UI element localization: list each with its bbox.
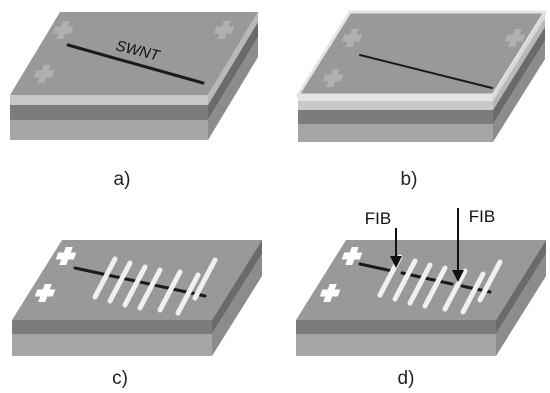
substrate-side-dark-b xyxy=(493,27,545,124)
substrate-front-bottom-b xyxy=(298,124,493,142)
substrate-side-bottom-b xyxy=(493,41,545,142)
panel-label-b: b) xyxy=(401,169,418,190)
substrate-front-light-a xyxy=(10,95,208,105)
fib-arrow-2 xyxy=(452,208,464,282)
nanotube-line xyxy=(66,43,205,85)
substrate-front-dark-a xyxy=(10,105,208,120)
substrate-front-dark-b xyxy=(298,110,493,124)
substrate-side-dark-d xyxy=(496,240,546,334)
substrate-side-bottom-a xyxy=(208,37,258,140)
substrate-front-dark-c xyxy=(12,320,212,334)
substrate-front-bottom-d xyxy=(296,334,496,356)
panel-d: FIB FIB d) xyxy=(296,207,546,389)
substrate-front-light-b xyxy=(298,101,493,110)
panel-a: SWNT a) xyxy=(10,12,258,190)
fib-arrow-1 xyxy=(390,228,402,268)
panel-b: b) xyxy=(295,10,548,190)
substrate-side-resist-b xyxy=(493,12,545,101)
substrate-front-resist-b xyxy=(298,95,493,101)
substrate-side-bottom-c xyxy=(212,254,262,356)
substrate-top-a xyxy=(10,12,258,95)
nanotube-line xyxy=(73,266,207,298)
panel-label-c: c) xyxy=(112,368,128,389)
substrate-front-dark-d xyxy=(296,320,496,334)
substrate-side-dark-c xyxy=(212,240,262,334)
nanotube-line xyxy=(359,54,493,89)
panel-label-d: d) xyxy=(398,368,415,389)
fib-label-2: FIB xyxy=(469,207,495,226)
substrate-side-light-a xyxy=(208,12,258,105)
panel-c: c) xyxy=(12,240,262,389)
substrate-side-dark-a xyxy=(208,22,258,120)
substrate-front-bottom-a xyxy=(10,120,208,140)
substrate-front-bottom-c xyxy=(12,334,212,356)
substrate-side-bottom-d xyxy=(496,254,546,356)
nanotube-segment xyxy=(358,262,394,273)
fib-label-1: FIB xyxy=(365,209,391,228)
substrate-top-b xyxy=(298,12,545,95)
panel-label-a: a) xyxy=(114,169,131,190)
arrow-head-icon xyxy=(452,270,464,282)
substrate-side-light-b xyxy=(493,18,545,110)
arrow-head-icon xyxy=(390,256,402,268)
